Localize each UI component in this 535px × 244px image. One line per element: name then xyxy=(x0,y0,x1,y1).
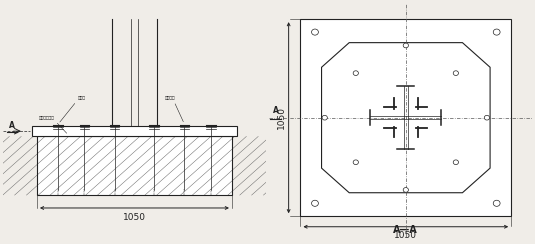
Circle shape xyxy=(453,160,458,165)
Bar xyxy=(37,136,232,195)
Text: A: A xyxy=(272,106,278,115)
Text: 1050: 1050 xyxy=(277,106,286,129)
Circle shape xyxy=(353,71,358,75)
Circle shape xyxy=(453,71,458,75)
Text: A: A xyxy=(9,121,15,130)
Circle shape xyxy=(311,29,318,35)
Text: 注二级: 注二级 xyxy=(78,96,86,100)
Text: 1050: 1050 xyxy=(123,213,146,222)
Circle shape xyxy=(353,160,358,165)
Circle shape xyxy=(493,200,500,206)
Bar xyxy=(37,136,232,195)
Text: A—A: A—A xyxy=(393,225,418,235)
Text: 预嵌水平: 预嵌水平 xyxy=(165,96,175,100)
Circle shape xyxy=(403,43,408,48)
Circle shape xyxy=(322,115,327,120)
Polygon shape xyxy=(322,43,490,193)
Text: 1050: 1050 xyxy=(394,231,417,240)
Bar xyxy=(37,136,232,195)
Circle shape xyxy=(484,115,490,120)
Bar xyxy=(32,126,237,136)
Circle shape xyxy=(311,200,318,206)
Circle shape xyxy=(493,29,500,35)
Bar xyxy=(301,19,511,216)
Text: 地底板大展板: 地底板大展板 xyxy=(39,116,54,120)
Circle shape xyxy=(403,188,408,192)
